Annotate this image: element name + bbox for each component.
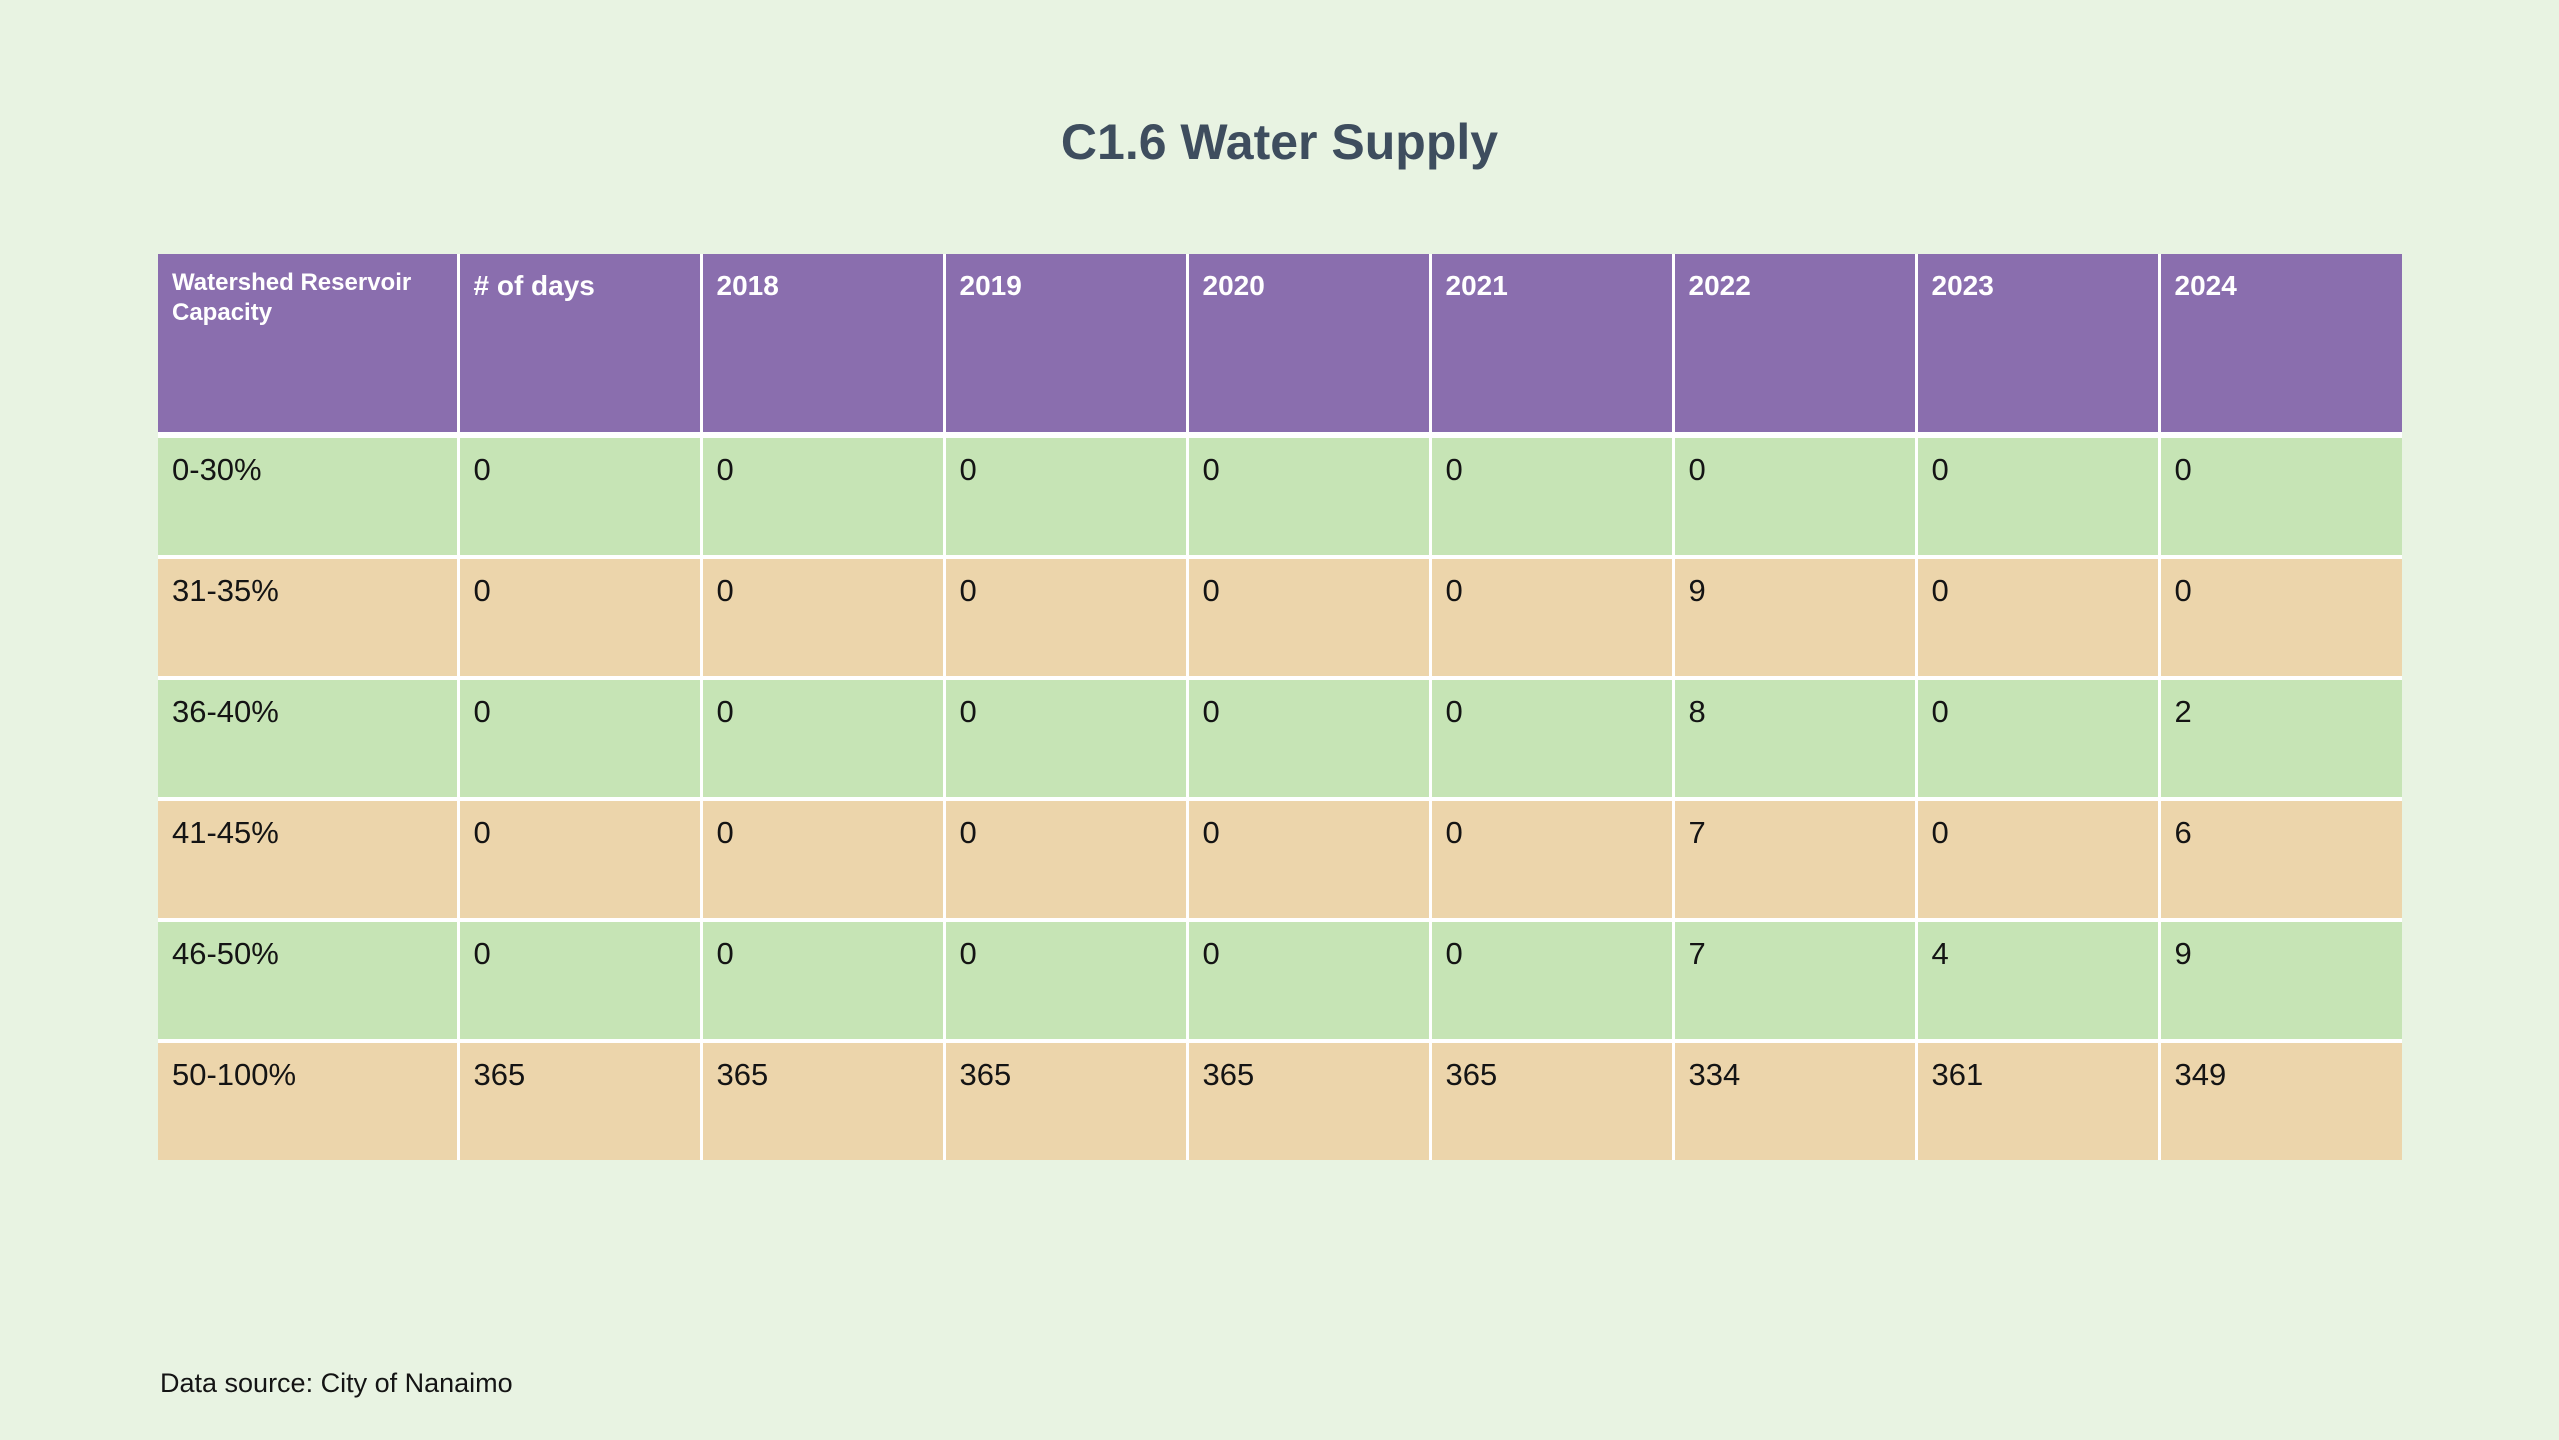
column-header-2024: 2024	[2159, 254, 2402, 438]
value-cell: 0	[2159, 557, 2402, 680]
column-header-2021: 2021	[1430, 254, 1675, 438]
water-supply-table: Watershed Reservoir Capacity # of days 201…	[158, 254, 2402, 1160]
value-cell: 0	[701, 435, 946, 559]
value-cell: 365	[944, 1041, 1189, 1160]
value-cell: 0	[1187, 799, 1432, 922]
value-cell: 0	[2159, 435, 2402, 559]
table-row: 46-50% 0 0 0 0 0 7 4 9	[158, 920, 2402, 1043]
value-cell: 0	[701, 920, 946, 1043]
value-cell: 0	[458, 799, 703, 922]
column-header-capacity: Watershed Reservoir Capacity	[158, 254, 460, 438]
value-cell: 0	[1187, 557, 1432, 680]
value-cell: 0	[458, 678, 703, 801]
row-label: 46-50%	[158, 920, 460, 1043]
value-cell: 0	[944, 678, 1189, 801]
value-cell: 0	[1916, 678, 2161, 801]
value-cell: 365	[1187, 1041, 1432, 1160]
value-cell: 7	[1673, 920, 1918, 1043]
value-cell: 0	[701, 678, 946, 801]
row-label: 36-40%	[158, 678, 460, 801]
table-row: 0-30% 0 0 0 0 0 0 0 0	[158, 435, 2402, 559]
value-cell: 0	[1916, 435, 2161, 559]
table-row: 41-45% 0 0 0 0 0 7 0 6	[158, 799, 2402, 922]
value-cell: 8	[1673, 678, 1918, 801]
value-cell: 0	[1916, 799, 2161, 922]
column-header--of-days: # of days	[458, 254, 703, 438]
value-cell: 0	[1187, 435, 1432, 559]
value-cell: 0	[458, 557, 703, 680]
value-cell: 0	[701, 799, 946, 922]
value-cell: 9	[1673, 557, 1918, 680]
value-cell: 365	[458, 1041, 703, 1160]
table-row: 31-35% 0 0 0 0 0 9 0 0	[158, 557, 2402, 680]
column-header-2023: 2023	[1916, 254, 2161, 438]
column-header-2020: 2020	[1187, 254, 1432, 438]
value-cell: 361	[1916, 1041, 2161, 1160]
value-cell: 0	[1187, 678, 1432, 801]
table-row: 50-100% 365 365 365 365 365 334 361 349	[158, 1041, 2402, 1160]
value-cell: 0	[458, 920, 703, 1043]
value-cell: 0	[944, 799, 1189, 922]
value-cell: 6	[2159, 799, 2402, 922]
value-cell: 0	[1430, 799, 1675, 922]
value-cell: 0	[944, 557, 1189, 680]
value-cell: 365	[701, 1041, 946, 1160]
value-cell: 0	[1430, 435, 1675, 559]
table-row: 36-40% 0 0 0 0 0 8 0 2	[158, 678, 2402, 801]
value-cell: 0	[1430, 920, 1675, 1043]
page-title: C1.6 Water Supply	[1060, 114, 1499, 170]
value-cell: 0	[701, 557, 946, 680]
value-cell: 0	[944, 920, 1189, 1043]
value-cell: 0	[1916, 557, 2161, 680]
column-header-2022: 2022	[1673, 254, 1918, 438]
column-header-2019: 2019	[944, 254, 1189, 438]
value-cell: 2	[2159, 678, 2402, 801]
column-header-2018: 2018	[701, 254, 946, 438]
value-cell: 9	[2159, 920, 2402, 1043]
value-cell: 0	[1187, 920, 1432, 1043]
row-label: 31-35%	[158, 557, 460, 680]
value-cell: 0	[1673, 435, 1918, 559]
table-header: Watershed Reservoir Capacity # of days 201…	[158, 254, 2402, 438]
table-body: 0-30% 0 0 0 0 0 0 0 0 31-35% 0 0 0 0 0 9 0 0 36-40% 0 0 0 0 0 8 0…	[158, 435, 2402, 1160]
row-label: 50-100%	[158, 1041, 460, 1160]
row-label: 41-45%	[158, 799, 460, 922]
data-source-note: Data source: City of Nanaimo	[160, 1368, 513, 1398]
value-cell: 0	[1430, 557, 1675, 680]
value-cell: 0	[458, 435, 703, 559]
value-cell: 365	[1430, 1041, 1675, 1160]
row-label: 0-30%	[158, 435, 460, 559]
value-cell: 349	[2159, 1041, 2402, 1160]
value-cell: 4	[1916, 920, 2161, 1043]
value-cell: 334	[1673, 1041, 1918, 1160]
value-cell: 0	[1430, 678, 1675, 801]
table-header-row: Watershed Reservoir Capacity # of days 201…	[158, 254, 2402, 438]
value-cell: 0	[944, 435, 1189, 559]
value-cell: 7	[1673, 799, 1918, 922]
